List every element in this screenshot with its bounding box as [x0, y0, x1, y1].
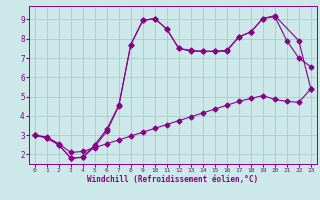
X-axis label: Windchill (Refroidissement éolien,°C): Windchill (Refroidissement éolien,°C): [87, 175, 258, 184]
